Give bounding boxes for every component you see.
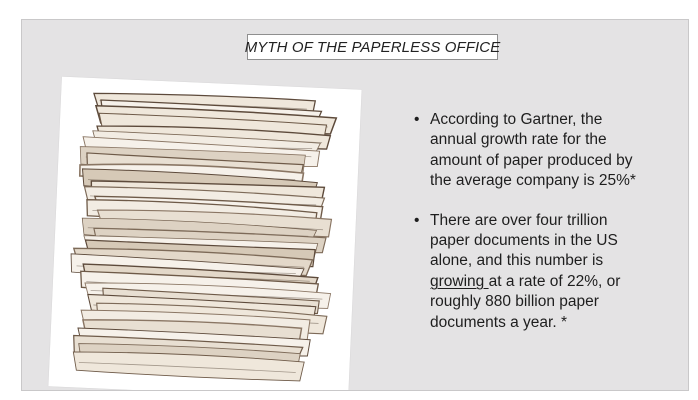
slide-title: MYTH OF THE PAPERLESS OFFICE	[244, 38, 501, 56]
paper-crease	[78, 362, 296, 373]
bullet-line: paper documents in the US	[430, 232, 618, 250]
bullet-line: at a rate of 22%, or	[488, 272, 621, 290]
bullet-line: documents a year. *	[430, 313, 567, 331]
title-box: MYTH OF THE PAPERLESS OFFICE	[244, 34, 501, 60]
paper-stack-image	[48, 76, 362, 390]
bullet-line: alone, and this number is	[430, 252, 604, 270]
bullet-line: annual growth rate for the	[430, 131, 607, 149]
bullet-marker: •	[414, 211, 420, 229]
bullet-line: amount of paper produced by	[430, 151, 633, 169]
underlined-word: growing	[430, 272, 489, 290]
bullet-marker: •	[414, 111, 420, 128]
bullet-item-trillion: • There are over four trillion paper doc…	[414, 211, 684, 333]
paper-sheet	[72, 351, 305, 382]
bullet-line: According to Gartner, the	[430, 111, 603, 128]
bullet-item-gartner: • According to Gartner, the annual growt…	[414, 110, 684, 192]
bullet-list: • According to Gartner, the annual growt…	[414, 110, 684, 352]
bullet-line: roughly 880 billion paper	[430, 293, 599, 311]
slide: MYTH OF THE PAPERLESS OFFICE • According…	[21, 19, 689, 391]
bullet-line: the average company is 25%*	[430, 172, 636, 190]
bullet-line: There are over four trillion	[430, 211, 608, 229]
